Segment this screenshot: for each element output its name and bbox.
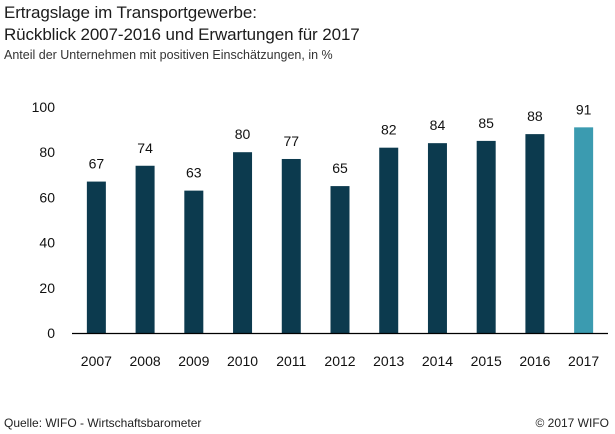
y-tick-label: 20 [39, 280, 55, 296]
data-label-2009: 63 [186, 165, 202, 181]
bar-2012 [330, 186, 350, 333]
x-tick-label-2016: 2016 [519, 353, 550, 369]
data-label-2017: 91 [576, 101, 592, 117]
x-tick-label-2015: 2015 [471, 353, 502, 369]
x-tick-label-2010: 2010 [227, 353, 258, 369]
data-label-2013: 82 [381, 122, 397, 138]
bars [86, 127, 594, 333]
x-tick-label-2011: 2011 [276, 353, 306, 369]
x-axis-ticks: 2007 2008 2009 2010 2011 2012 2013 2014 2015 2016… [81, 353, 600, 369]
data-label-2016: 88 [527, 108, 543, 124]
y-tick-label: 40 [39, 235, 55, 251]
data-label-2008: 74 [137, 140, 153, 156]
x-tick-label-2014: 2014 [422, 353, 453, 369]
data-label-2007: 67 [89, 156, 105, 172]
bar-2016 [525, 134, 545, 333]
data-label-2014: 84 [430, 117, 446, 133]
bar-2014 [427, 143, 447, 333]
bar-2010 [233, 152, 253, 333]
x-tick-label-2009: 2009 [178, 353, 209, 369]
y-tick-label: 60 [39, 189, 55, 205]
copyright-note: © 2017 WIFO [535, 416, 609, 430]
chart-title: Ertragslage im Transportgewerbe: Rückbli… [4, 2, 360, 46]
y-tick-label: 80 [39, 144, 55, 160]
bar-2008 [135, 165, 155, 333]
x-tick-label-2017: 2017 [568, 353, 599, 369]
bar-2013 [379, 147, 399, 333]
bar-2011 [281, 158, 301, 333]
y-tick-label: 0 [47, 325, 55, 341]
chart-title-line-2: Rückblick 2007-2016 und Erwartungen für … [4, 25, 360, 44]
x-tick-label-2008: 2008 [130, 353, 161, 369]
source-note: Quelle: WIFO - Wirtschaftsbarometer [4, 416, 202, 430]
data-label-2012: 65 [332, 160, 348, 176]
bar-2009 [184, 190, 204, 333]
bar-2007 [86, 181, 106, 333]
data-labels: 67 74 63 80 77 65 82 84 85 88 91 [89, 101, 592, 180]
bar-2015 [476, 140, 496, 333]
chart-subtitle: Anteil der Unternehmen mit positiven Ein… [4, 48, 333, 62]
x-tick-label-2007: 2007 [81, 353, 112, 369]
bar-2017 [574, 127, 594, 333]
y-axis-ticks: 0 20 40 60 80 100 [32, 99, 56, 341]
data-label-2015: 85 [478, 115, 494, 131]
x-tick-label-2012: 2012 [324, 353, 355, 369]
chart-title-line-1: Ertragslage im Transportgewerbe: [4, 3, 257, 22]
x-tick-label-2013: 2013 [373, 353, 404, 369]
y-tick-label: 100 [32, 99, 56, 115]
data-label-2010: 80 [235, 126, 251, 142]
data-label-2011: 77 [283, 133, 299, 149]
